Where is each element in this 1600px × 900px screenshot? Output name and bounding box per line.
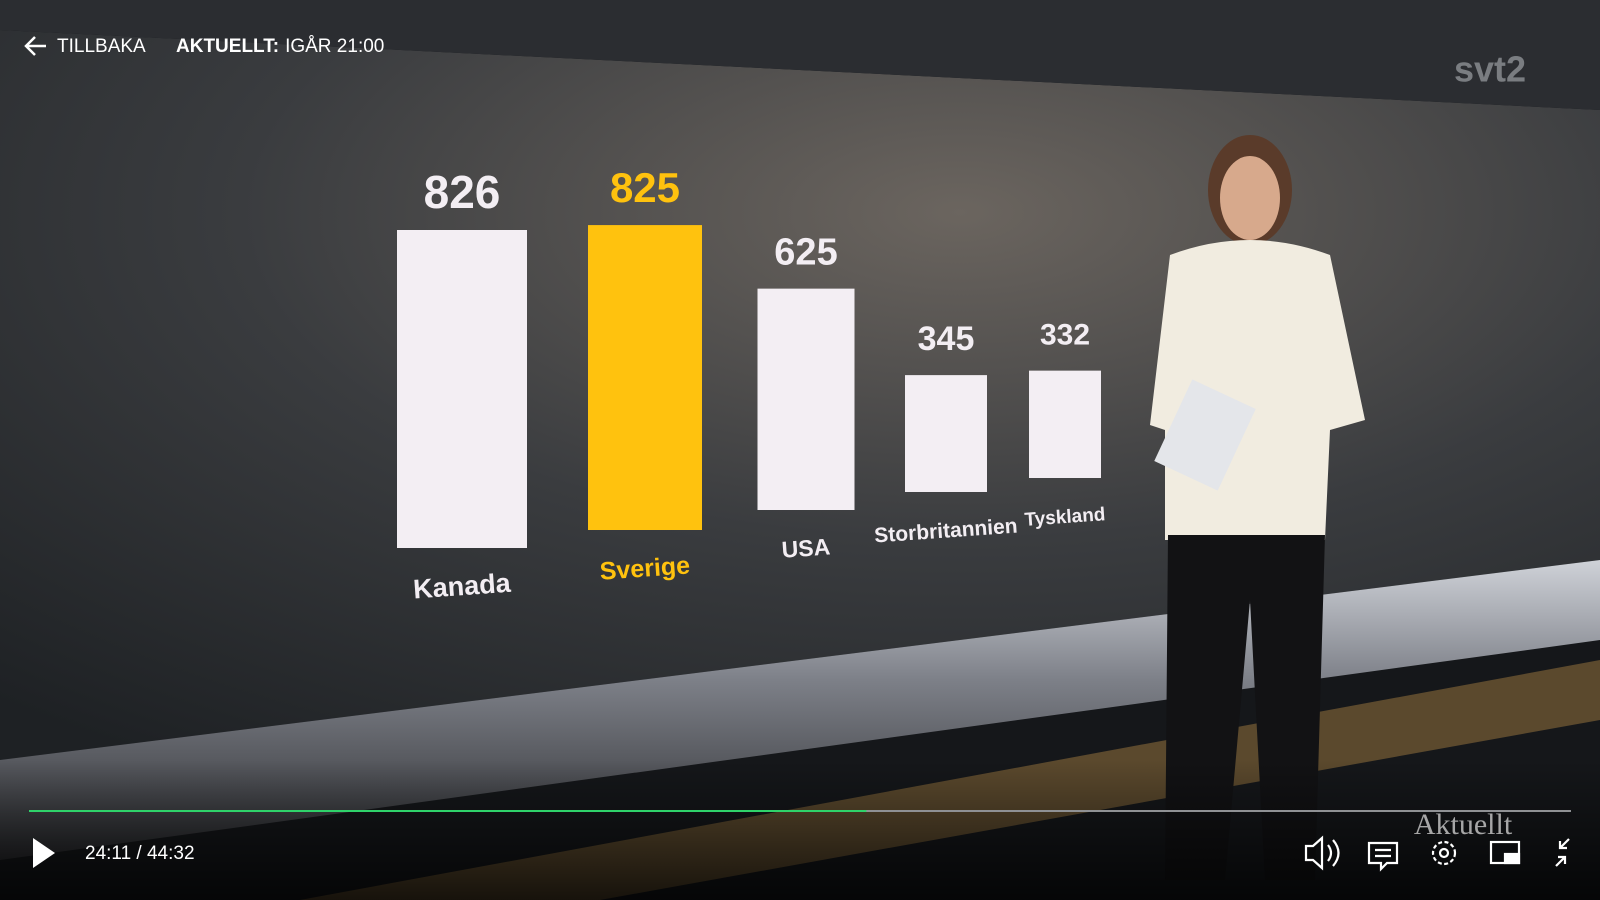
volume-button[interactable] [1304, 835, 1340, 871]
ceiling [0, 0, 1600, 110]
bar-chart: 826Kanada825Sverige625USA345Storbritanni… [397, 164, 1106, 604]
bar [588, 225, 702, 530]
category-label: USA [781, 533, 831, 562]
channel-logo: svt2 [1454, 49, 1526, 90]
settings-button[interactable] [1431, 840, 1457, 866]
program-title: AKTUELLT: [176, 36, 279, 57]
value-label: 625 [774, 232, 837, 274]
bar [757, 288, 855, 510]
category-label: Kanada [412, 568, 512, 605]
back-icon [24, 36, 46, 56]
back-button[interactable]: TILLBAKA [24, 36, 146, 57]
value-label: 332 [1040, 319, 1090, 352]
progress-fill [29, 810, 867, 812]
bar [397, 230, 527, 548]
air-time: IGÅR 21:00 [285, 36, 384, 57]
show-logo: Aktuellt [1414, 808, 1513, 841]
back-label: TILLBAKA [57, 36, 146, 57]
value-label: 826 [424, 166, 501, 218]
play-button[interactable] [33, 838, 55, 868]
value-label: 345 [918, 320, 975, 358]
subtitles-button[interactable] [1367, 841, 1399, 872]
category-label: Sverige [599, 551, 691, 585]
controls-shade [0, 760, 1600, 900]
exit-fullscreen-button[interactable] [1555, 838, 1570, 867]
pip-button[interactable] [1489, 840, 1521, 865]
value-label: 825 [610, 164, 680, 211]
bar [905, 375, 987, 492]
time-display: 24:11 / 44:32 [85, 843, 195, 864]
bar [1029, 370, 1101, 478]
